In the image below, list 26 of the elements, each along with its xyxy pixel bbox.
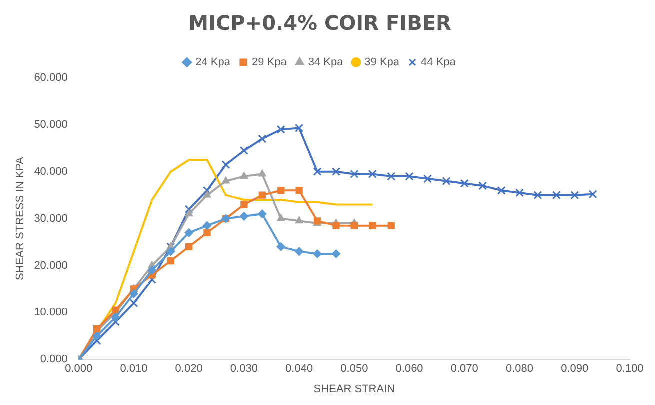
x-tick-label: 0.030	[230, 363, 258, 376]
legend-label: 24 Kpa	[196, 56, 232, 69]
y-tick-label: 60.000	[34, 72, 68, 84]
legend-label: 34 Kpa	[308, 56, 344, 69]
x-tick-label: 0.100	[616, 363, 644, 376]
x-axis-title: SHEAR STRAIN	[314, 383, 396, 396]
x-tick-label: 0.040	[286, 363, 314, 376]
y-tick-label: 50.000	[34, 118, 68, 131]
x-tick-label: 0.070	[450, 363, 478, 376]
y-tick-label: 40.000	[34, 166, 68, 178]
chart-title: MICP+0.4% COIR FIBER	[188, 11, 452, 36]
x-tick-label: 0.020	[175, 363, 203, 376]
y-tick-label: 10.000	[34, 306, 68, 319]
y-tick-label: 30.000	[34, 212, 68, 225]
y-tick-label: 20.000	[34, 260, 68, 272]
x-tick-label: 0.080	[506, 363, 534, 376]
x-tick-label: 0.090	[561, 363, 589, 376]
x-tick-label: 0.000	[65, 363, 93, 376]
legend-label: 44 Kpa	[421, 56, 457, 69]
x-tick-label: 0.010	[120, 363, 148, 376]
x-tick-label: 0.060	[396, 363, 424, 376]
y-tick-label: 0.000	[40, 354, 68, 366]
y-axis-title: SHEAR STRESS IN KPA	[14, 156, 27, 280]
legend-label: 29 Kpa	[252, 56, 288, 69]
legend-label: 39 Kpa	[364, 56, 400, 69]
x-tick-label: 0.050	[340, 363, 368, 376]
